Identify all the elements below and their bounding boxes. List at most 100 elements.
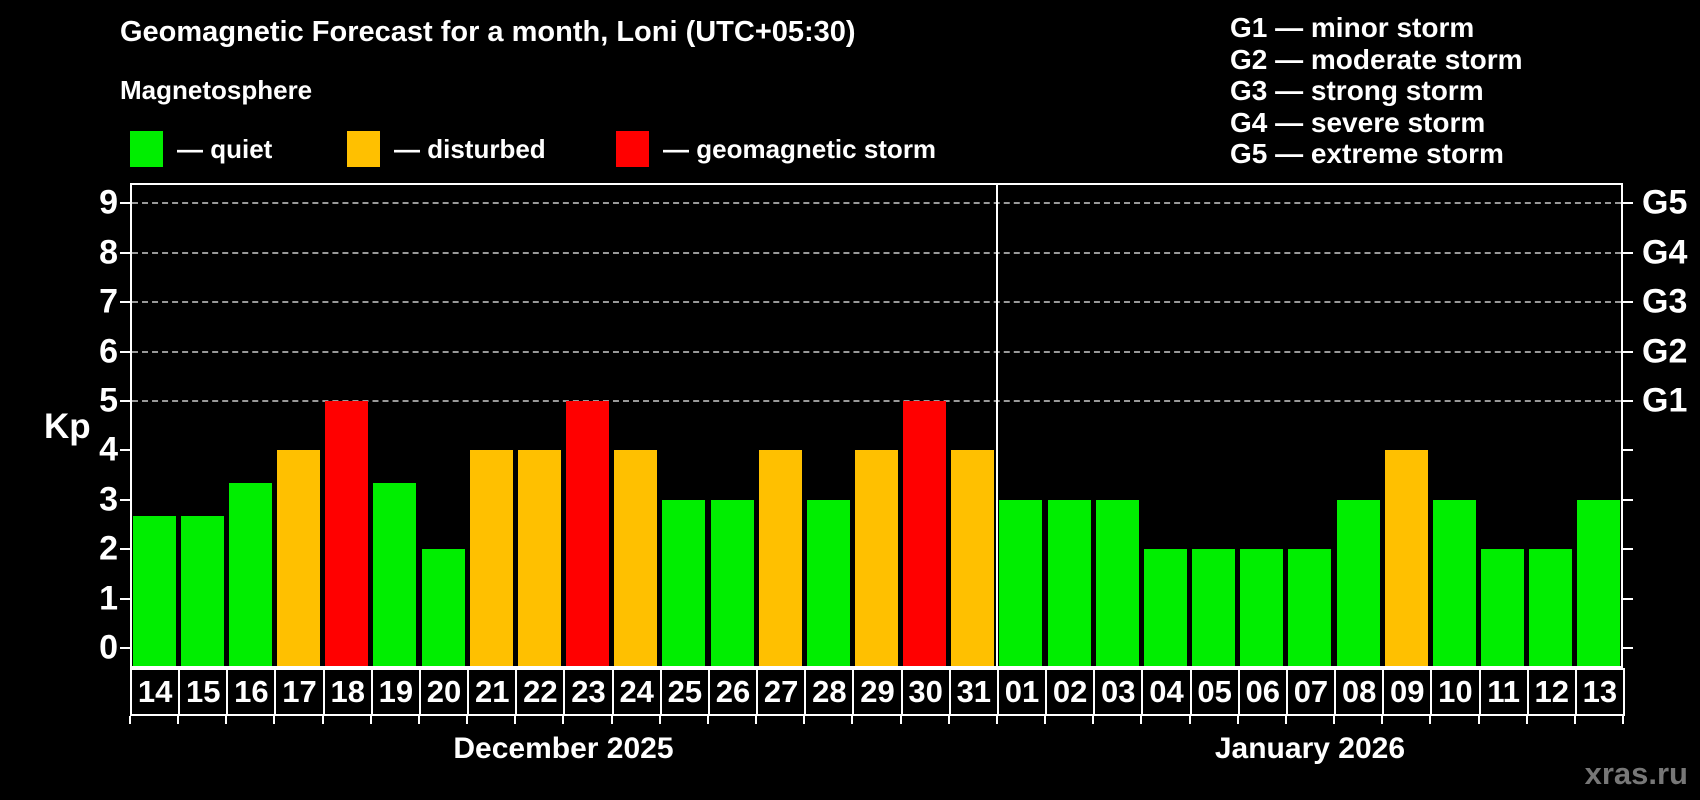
day-label-28: 28	[804, 668, 855, 716]
right-tick-8	[1623, 251, 1633, 254]
y-tick-label-2: 2	[99, 529, 118, 568]
y-tick-3	[120, 498, 130, 501]
right-tick-7	[1623, 301, 1633, 304]
month-label-1: January 2026	[1214, 732, 1406, 765]
day-subtick-11	[658, 716, 661, 724]
day-label-12: 12	[1526, 668, 1577, 716]
kp-bar-day-08	[1336, 499, 1380, 666]
kp-bar-day-05	[1192, 549, 1236, 666]
y-tick-label-3: 3	[99, 480, 118, 519]
kp-bar-day-04	[1143, 549, 1187, 666]
day-label-22: 22	[515, 668, 566, 716]
kp-bar-day-10	[1432, 499, 1476, 666]
right-tick-9	[1623, 202, 1633, 205]
day-label-25: 25	[659, 668, 710, 716]
kp-bar-day-21	[469, 450, 513, 666]
day-subtick-9	[562, 716, 565, 724]
kp-bar-day-20	[421, 549, 465, 666]
y-tick-0	[120, 647, 130, 649]
day-subtick-25	[1333, 716, 1336, 724]
y-tick-label-4: 4	[99, 430, 118, 469]
day-label-30: 30	[900, 668, 951, 716]
day-label-06: 06	[1237, 668, 1288, 716]
day-label-15: 15	[178, 668, 229, 716]
gridline-kp8	[132, 251, 1621, 254]
day-label-16: 16	[226, 668, 277, 716]
kp-bar-day-09	[1384, 450, 1428, 666]
day-label-09: 09	[1382, 668, 1433, 716]
day-label-11: 11	[1478, 668, 1529, 716]
kp-bar-day-11	[1481, 549, 1525, 666]
kp-bar-day-19	[373, 483, 417, 666]
day-label-13: 13	[1574, 668, 1625, 716]
y-tick-label-7: 7	[99, 282, 118, 321]
kp-bar-day-31	[951, 450, 995, 666]
y-tick-label-0: 0	[99, 628, 118, 667]
day-label-29: 29	[852, 668, 903, 716]
kp-bar-day-07	[1288, 549, 1332, 666]
g-scale-label-g4: G4	[1642, 233, 1688, 272]
g-scale-legend: G1 — minor storm G2 — moderate storm G3 …	[1230, 12, 1523, 170]
right-tick-3	[1623, 498, 1633, 501]
day-subtick-18	[995, 716, 998, 724]
g1-legend-line: G1 — minor storm	[1230, 12, 1475, 43]
day-label-07: 07	[1285, 668, 1337, 716]
day-subtick-23	[1236, 716, 1239, 724]
day-label-14: 14	[130, 668, 181, 716]
g-scale-label-g5: G5	[1642, 183, 1688, 222]
gridline-kp7	[132, 301, 1621, 304]
day-subtick-10	[610, 716, 613, 724]
day-label-10: 10	[1430, 668, 1481, 716]
g-scale-label-g1: G1	[1642, 381, 1688, 420]
day-subtick-1	[177, 716, 180, 724]
day-subtick-12	[706, 716, 709, 724]
day-subtick-20	[1092, 716, 1095, 724]
y-axis-title: Kp	[44, 407, 91, 446]
storm-legend-swatch	[616, 131, 649, 167]
right-tick-2	[1623, 548, 1633, 551]
g4-legend-line: G4 — severe storm	[1230, 106, 1486, 138]
right-tick-1	[1623, 597, 1633, 600]
day-label-26: 26	[707, 668, 759, 716]
kp-bar-day-22	[517, 450, 561, 666]
y-tick-label-1: 1	[99, 579, 118, 618]
quiet-legend-swatch	[130, 131, 163, 167]
day-subtick-13	[755, 716, 758, 724]
kp-bar-day-12	[1529, 549, 1573, 666]
day-subtick-2	[225, 716, 228, 724]
gridline-kp6	[132, 350, 1621, 353]
kp-bar-day-27	[758, 450, 802, 666]
y-tick-label-6: 6	[99, 332, 118, 371]
disturbed-legend-label: — disturbed	[394, 134, 546, 164]
kp-bar-day-18	[325, 401, 369, 666]
day-subtick-7	[466, 716, 469, 724]
day-subtick-0	[129, 716, 131, 724]
day-subtick-28	[1477, 716, 1480, 724]
day-subtick-24	[1284, 716, 1287, 724]
day-subtick-30	[1573, 716, 1576, 724]
kp-bar-day-03	[1095, 499, 1139, 666]
kp-bar-day-26	[710, 499, 754, 666]
day-label-08: 08	[1334, 668, 1385, 716]
kp-bar-day-16	[228, 483, 272, 666]
kp-bar-day-25	[662, 499, 706, 666]
kp-bar-day-29	[855, 450, 898, 666]
g3-legend-line: G3 — strong storm	[1230, 75, 1484, 107]
y-tick-8	[120, 251, 130, 254]
kp-bar-day-17	[277, 450, 321, 666]
day-label-20: 20	[418, 668, 470, 716]
kp-bar-day-14	[132, 516, 176, 666]
day-subtick-15	[851, 716, 854, 724]
quiet-legend-label: — quiet	[177, 134, 273, 164]
day-label-24: 24	[611, 668, 662, 716]
day-subtick-4	[321, 716, 324, 724]
right-tick-4	[1623, 449, 1633, 452]
kp-bar-day-06	[1240, 549, 1284, 666]
kp-bar-day-01	[999, 499, 1043, 666]
month-divider-line	[995, 183, 998, 668]
day-subtick-3	[273, 716, 276, 724]
gridline-kp9	[132, 202, 1621, 205]
day-label-02: 02	[1045, 668, 1096, 716]
day-subtick-21	[1140, 716, 1143, 724]
day-label-31: 31	[948, 668, 999, 716]
